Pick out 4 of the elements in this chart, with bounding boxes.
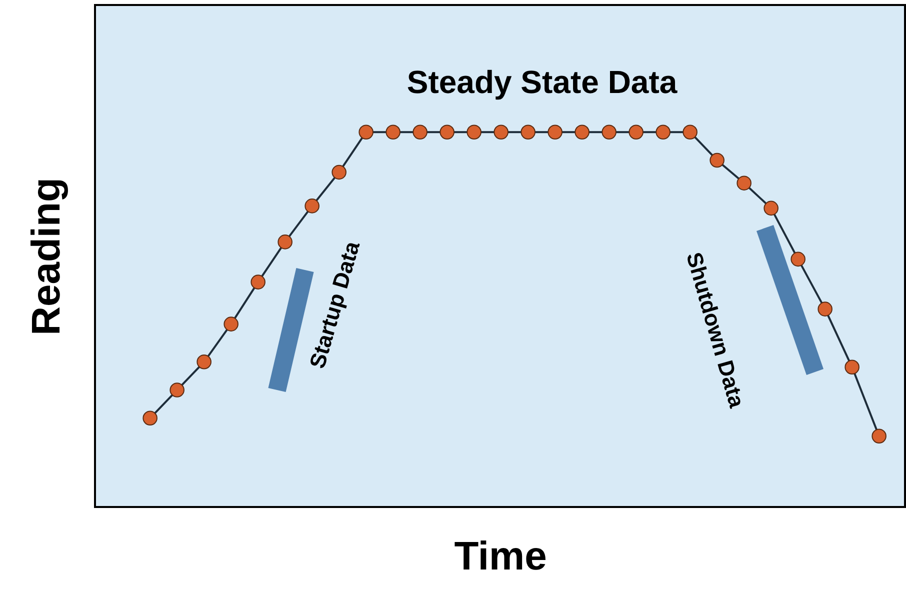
y-axis-title: Reading [24,178,68,336]
x-axis-title: Time [454,534,547,578]
annotation: Startup Data [304,238,365,372]
text: Steady State Data [406,64,678,100]
